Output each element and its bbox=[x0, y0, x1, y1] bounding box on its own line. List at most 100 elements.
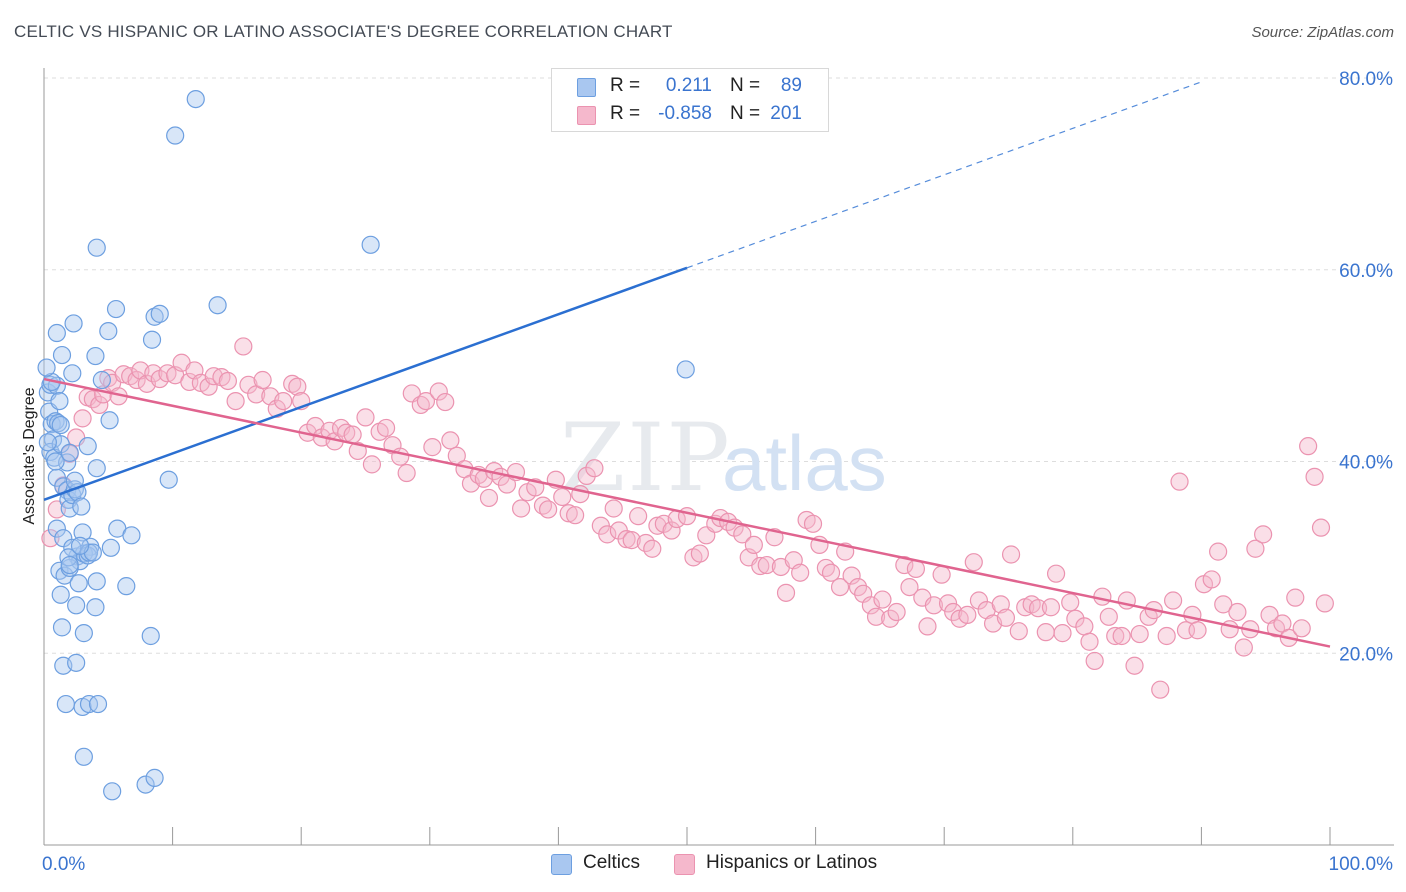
hispanic-point bbox=[733, 525, 752, 544]
tick-labels: 20.0% 40.0% 60.0% 80.0% 0.0% 100.0% bbox=[42, 69, 1393, 875]
hispanic-point bbox=[887, 602, 906, 622]
hispanic-point bbox=[1246, 539, 1265, 558]
y-tick-label: 60.0% bbox=[1339, 261, 1393, 282]
y-axis-label: Associate's Degree bbox=[21, 387, 38, 524]
r-label: R = bbox=[610, 103, 641, 124]
celtic-point bbox=[60, 555, 79, 575]
hispanic-point bbox=[924, 596, 944, 615]
hispanic-point bbox=[566, 506, 585, 525]
hispanic-point bbox=[90, 395, 109, 415]
hispanic-point bbox=[362, 455, 382, 474]
axes bbox=[43, 68, 1394, 846]
hispanic-point bbox=[239, 375, 258, 394]
hispanic-point bbox=[539, 500, 558, 519]
celtic-point bbox=[50, 391, 69, 411]
hispanic-point bbox=[1299, 437, 1318, 456]
y-tick-label: 40.0% bbox=[1339, 453, 1393, 474]
hispanic-point bbox=[622, 531, 641, 550]
celtic-point bbox=[74, 747, 93, 766]
hispanic-points bbox=[41, 337, 1334, 699]
hispanic-point bbox=[1151, 680, 1170, 699]
celtic-point bbox=[87, 459, 106, 478]
celtic-point bbox=[60, 499, 79, 518]
celtic-point bbox=[103, 782, 122, 801]
hispanic-point bbox=[617, 530, 636, 549]
celtic-point bbox=[38, 433, 57, 452]
celtic-point bbox=[145, 307, 164, 326]
celtic-point bbox=[141, 626, 160, 646]
celtic-point bbox=[208, 296, 227, 315]
hispanic-point bbox=[751, 556, 770, 576]
hispanic-point bbox=[881, 609, 900, 628]
stats-legend: R = 0.211 N = 89 R = -0.858 N = 201 bbox=[551, 68, 829, 132]
hispanic-point bbox=[253, 370, 272, 390]
hispanic-point bbox=[604, 499, 623, 518]
hispanic-point bbox=[1106, 626, 1125, 646]
watermark: ZIP atlas bbox=[560, 404, 887, 513]
celtic-point bbox=[87, 238, 106, 257]
r-value: 0.211 bbox=[665, 75, 712, 96]
hispanic-point bbox=[127, 370, 146, 390]
celtic-point bbox=[78, 437, 97, 456]
hispanic-point bbox=[895, 555, 914, 575]
hispanics-trendline bbox=[43, 377, 1331, 648]
hispanic-point bbox=[662, 521, 681, 540]
hispanic-point bbox=[429, 382, 448, 401]
n-value: 201 bbox=[770, 103, 802, 124]
celtic-point bbox=[676, 360, 695, 379]
celtic-point bbox=[56, 694, 75, 714]
hispanic-point bbox=[218, 371, 237, 391]
celtic-point bbox=[60, 443, 79, 462]
hispanic-point bbox=[204, 367, 223, 386]
celtics-legend-label: Celtics bbox=[583, 852, 641, 873]
hispanic-point bbox=[1085, 651, 1104, 671]
hispanic-point bbox=[803, 514, 823, 533]
hispanic-point bbox=[1228, 602, 1247, 622]
hispanic-point bbox=[1157, 626, 1176, 646]
hispanic-point bbox=[1053, 624, 1072, 643]
hispanic-point bbox=[932, 565, 951, 584]
hispanic-point bbox=[348, 441, 367, 461]
celtic-point bbox=[47, 519, 66, 538]
celtic-points bbox=[37, 89, 695, 801]
hispanic-point bbox=[1061, 593, 1080, 612]
hispanic-point bbox=[577, 466, 596, 485]
celtic-point bbox=[67, 653, 86, 672]
celtic-point bbox=[64, 314, 83, 333]
celtic-point bbox=[86, 346, 105, 366]
hispanic-point bbox=[441, 431, 460, 450]
celtic-point bbox=[166, 126, 185, 145]
celtic-point bbox=[159, 470, 178, 489]
celtic-point bbox=[186, 89, 205, 109]
hispanic-point bbox=[1188, 621, 1207, 640]
source-label: Source: ZipAtlas.com bbox=[1251, 24, 1394, 41]
hispanic-point bbox=[991, 595, 1010, 614]
celtic-point bbox=[46, 452, 65, 471]
hispanic-point bbox=[416, 391, 436, 411]
hispanic-point bbox=[1099, 607, 1118, 626]
celtic-point bbox=[69, 574, 88, 593]
regression-lines bbox=[43, 81, 1331, 648]
hispanic-point bbox=[757, 555, 776, 575]
r-value: -0.858 bbox=[658, 103, 712, 124]
hispanic-point bbox=[643, 539, 662, 558]
n-value: 89 bbox=[780, 75, 802, 96]
celtic-point bbox=[106, 299, 126, 319]
celtic-point bbox=[52, 345, 72, 365]
hispanic-point bbox=[1001, 545, 1021, 564]
hispanic-point bbox=[842, 566, 861, 585]
celtic-point bbox=[59, 548, 78, 567]
hispanic-point bbox=[288, 377, 307, 396]
stats-row-hispanics: R = -0.858 N = 201 bbox=[552, 100, 828, 128]
hispanic-point bbox=[1028, 599, 1048, 618]
celtic-point bbox=[73, 523, 92, 542]
stats-row-celtics: R = 0.211 N = 89 bbox=[552, 72, 828, 100]
celtic-point bbox=[72, 497, 91, 516]
hispanic-point bbox=[376, 418, 396, 438]
hispanic-point bbox=[356, 408, 375, 427]
hispanic-point bbox=[559, 504, 578, 523]
hispanic-point bbox=[73, 409, 92, 428]
hispanic-point bbox=[1315, 594, 1334, 613]
hispanic-point bbox=[1075, 617, 1094, 636]
hispanic-point bbox=[226, 391, 245, 411]
